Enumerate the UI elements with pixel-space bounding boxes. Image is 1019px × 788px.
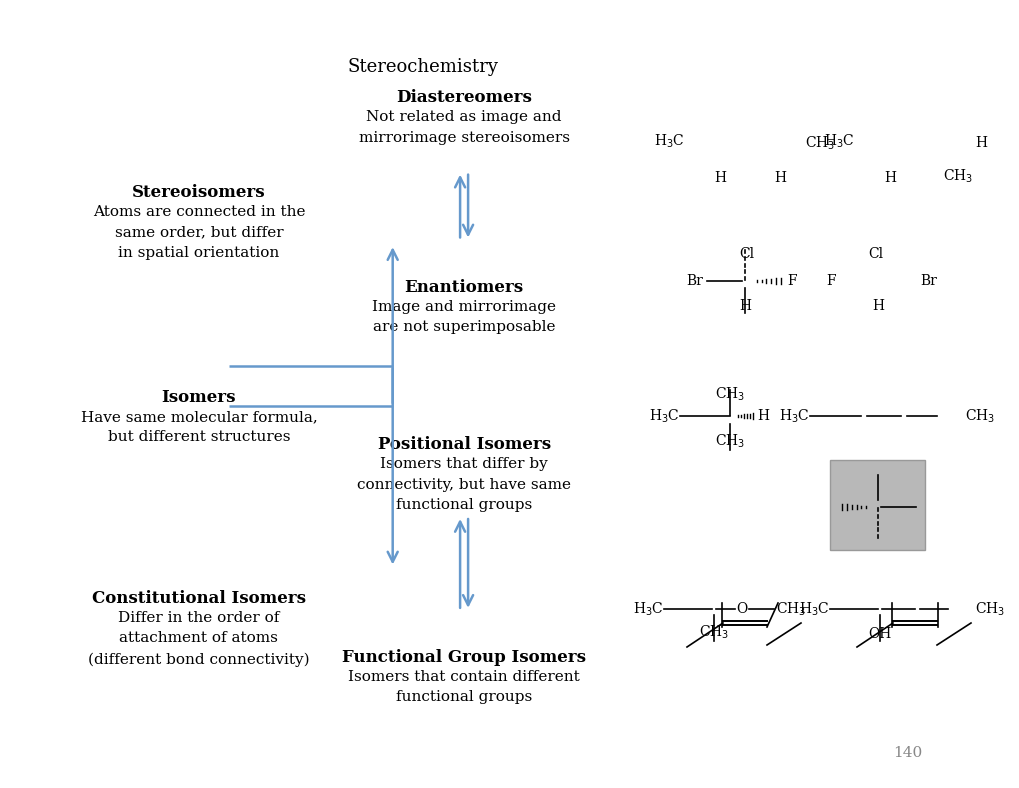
FancyBboxPatch shape [829,460,924,550]
Text: H: H [739,299,750,313]
Text: H: H [883,171,895,185]
Text: Positional Isomers: Positional Isomers [377,436,550,453]
Text: H$_3$C: H$_3$C [649,407,680,425]
Text: Br: Br [919,274,936,288]
Text: H$_3$C: H$_3$C [823,132,854,150]
Text: OH: OH [867,627,891,641]
Text: CH$_3$: CH$_3$ [698,623,729,641]
Text: Not related as image and
mirrorimage stereoisomers: Not related as image and mirrorimage ste… [359,110,569,145]
Text: Isomers that differ by
connectivity, but have same
functional groups: Isomers that differ by connectivity, but… [357,457,571,512]
Text: H$_3$C: H$_3$C [779,407,809,425]
Text: H: H [713,171,726,185]
Text: 140: 140 [893,745,921,760]
Text: F: F [825,274,836,288]
Text: Br: Br [686,274,702,288]
Text: Constitutional Isomers: Constitutional Isomers [92,589,306,607]
Text: Isomers that contain different
functional groups: Isomers that contain different functiona… [347,670,580,704]
Text: Isomers: Isomers [161,388,236,406]
Text: Functional Group Isomers: Functional Group Isomers [341,649,586,666]
Text: H: H [773,171,786,185]
Text: H: H [871,299,883,313]
Text: CH$_3$: CH$_3$ [714,433,745,450]
Text: Cl: Cl [739,247,754,261]
Text: Enantiomers: Enantiomers [405,278,523,296]
Text: CH$_3$: CH$_3$ [714,386,745,403]
Text: CH$_3$: CH$_3$ [775,600,805,618]
Text: Have same molecular formula,
but different structures: Have same molecular formula, but differe… [81,410,317,444]
Text: Atoms are connected in the
same order, but differ
in spatial orientation: Atoms are connected in the same order, b… [93,205,305,260]
Text: H$_3$C: H$_3$C [799,600,829,618]
Text: H: H [756,409,768,423]
Text: Image and mirrorimage
are not superimposable: Image and mirrorimage are not superimpos… [372,299,555,334]
Text: Stereochemistry: Stereochemistry [347,58,498,76]
Text: CH$_3$: CH$_3$ [974,600,1005,618]
Text: Stereoisomers: Stereoisomers [131,184,266,201]
Text: CH$_3$: CH$_3$ [943,168,972,185]
Text: Diastereomers: Diastereomers [395,89,532,106]
Text: F: F [787,274,796,288]
Text: O: O [736,602,747,616]
Text: Differ in the order of
attachment of atoms
(different bond connectivity): Differ in the order of attachment of ato… [88,611,310,667]
Text: H$_3$C: H$_3$C [633,600,663,618]
Text: H$_3$C: H$_3$C [654,132,685,150]
Text: CH$_3$: CH$_3$ [804,134,835,152]
Text: Cl: Cl [867,247,882,261]
Text: CH$_3$: CH$_3$ [964,407,995,425]
Text: H: H [974,136,986,150]
